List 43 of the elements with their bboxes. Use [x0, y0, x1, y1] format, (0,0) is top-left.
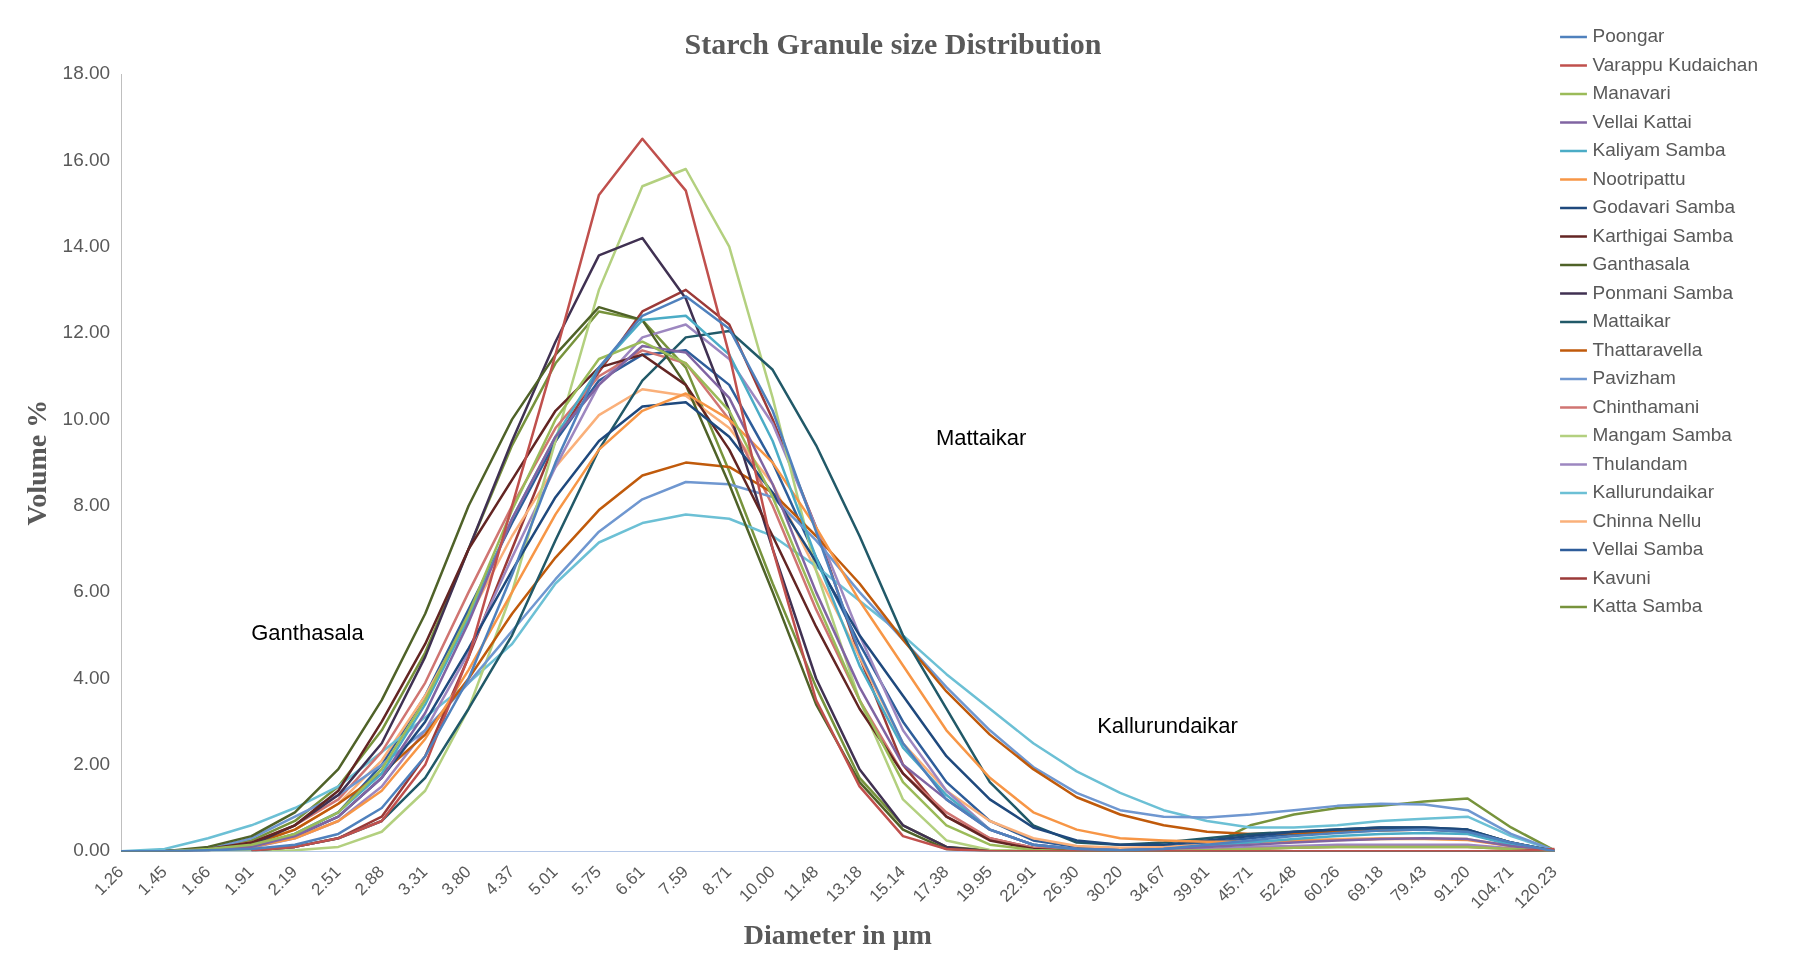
y-tick-label: 6.00 — [73, 580, 111, 602]
y-tick-label: 18.00 — [62, 62, 111, 84]
x-tick-label: 1.91 — [220, 862, 258, 899]
legend-label: Varappu Kudaichan — [1592, 53, 1758, 75]
legend-label: Ponmani Samba — [1592, 281, 1734, 303]
legend-label: Thulandam — [1592, 452, 1688, 474]
y-tick-label: 4.00 — [73, 666, 111, 688]
legend-label: Vellai Samba — [1592, 538, 1704, 560]
legend-label: Kavuni — [1592, 566, 1651, 588]
legend-label: Karthigai Samba — [1592, 224, 1734, 246]
legend-label: Chinna Nellu — [1592, 509, 1702, 531]
x-axis-title: Diameter in µm — [743, 919, 932, 951]
x-tick-label: 3.31 — [394, 862, 432, 899]
legend-label: Poongar — [1592, 25, 1666, 47]
legend-label: Kaliyam Samba — [1592, 139, 1726, 161]
y-tick-label: 12.00 — [62, 321, 111, 343]
y-tick-label: 8.00 — [73, 494, 111, 516]
y-tick-label: 16.00 — [62, 148, 111, 170]
legend-label: Mattaikar — [1592, 310, 1672, 332]
annotation: Ganthasala — [251, 619, 365, 645]
legend-label: Manavari — [1592, 82, 1671, 104]
legend-label: Kallurundaikar — [1592, 481, 1715, 503]
y-tick-label: 10.00 — [62, 407, 111, 429]
legend-label: Katta Samba — [1592, 595, 1703, 617]
legend-label: Chinthamani — [1592, 395, 1700, 417]
x-tick-label: 7.59 — [655, 862, 692, 899]
x-tick-label: 8.71 — [698, 862, 736, 899]
chart-title: Starch Granule size Distribution — [684, 26, 1102, 60]
legend-label: Mangam Samba — [1592, 424, 1733, 446]
legend-label: Godavari Samba — [1592, 196, 1736, 218]
y-tick-label: 2.00 — [73, 753, 111, 775]
legend-label: Vellai Kattai — [1592, 110, 1692, 132]
x-tick-label: 5.01 — [524, 862, 562, 899]
y-tick-label: 14.00 — [62, 234, 111, 256]
x-tick-label: 6.61 — [611, 862, 649, 899]
legend-label: Ganthasala — [1592, 253, 1691, 275]
legend-label: Thattaravella — [1592, 338, 1703, 360]
legend-label: Nootripattu — [1592, 167, 1686, 189]
y-tick-label: 0.00 — [73, 839, 111, 861]
legend-label: Pavizham — [1592, 367, 1676, 389]
annotation: Kallurundaikar — [1097, 712, 1238, 738]
annotation: Mattaikar — [935, 425, 1027, 451]
y-axis-title: Volume % — [21, 399, 53, 526]
